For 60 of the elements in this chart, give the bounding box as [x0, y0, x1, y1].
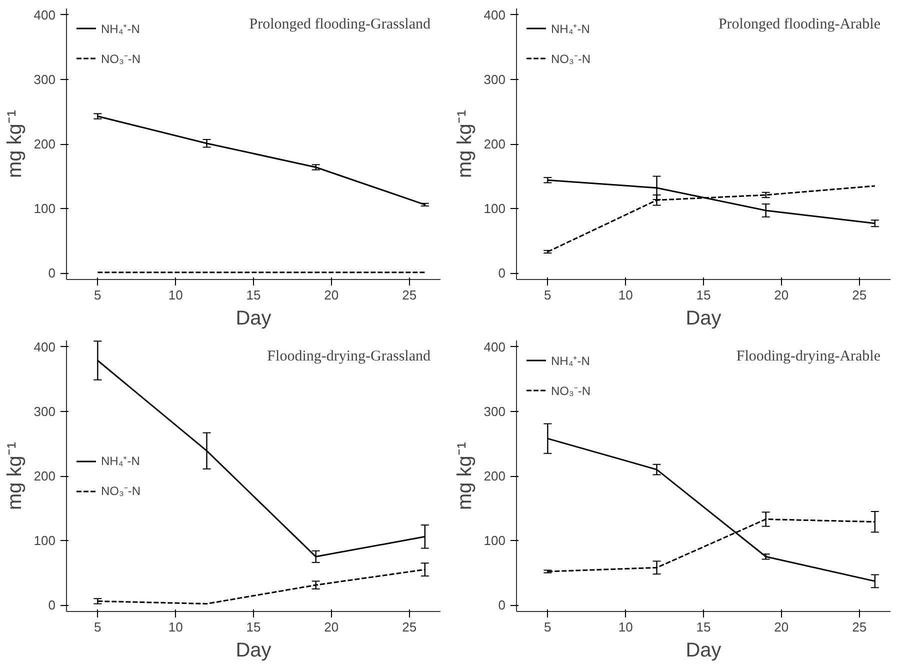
y-axis-title: mg kg⁻¹: [4, 442, 26, 510]
x-tick-label: 15: [696, 620, 711, 634]
y-tick-label: 100: [34, 201, 56, 216]
y-tick-label: 100: [484, 201, 506, 216]
y-tick-label: 200: [484, 136, 506, 152]
legend-label: NO₃⁻-N: [101, 50, 141, 66]
y-tick-label: 0: [498, 598, 506, 613]
x-tick-label: 5: [94, 288, 102, 302]
text: Flooding-drying-Grassland: [267, 348, 431, 364]
y-tick-label: 400: [484, 339, 506, 354]
x-tick-label: 5: [94, 620, 102, 634]
y-axis-title: mg kg⁻¹: [4, 110, 26, 178]
legend-label: NH₄⁺-N: [551, 20, 590, 36]
y-tick-label: 0: [48, 266, 56, 281]
x-axis-title: Day: [236, 308, 272, 330]
y-tick-label: 100: [34, 533, 56, 548]
x-tick-label: 20: [774, 620, 789, 634]
y-tick-label: 100: [484, 533, 506, 548]
y-tick-label: 200: [34, 468, 56, 484]
legend-label: NH₄⁺-N: [101, 453, 140, 469]
x-tick-label: 5: [544, 288, 552, 302]
x-tick-label: 25: [402, 620, 417, 634]
y-tick-label: 300: [484, 72, 506, 87]
y-tick-label: 300: [484, 404, 506, 419]
x-tick-label: 20: [324, 620, 339, 634]
x-tick-label: 25: [852, 620, 867, 634]
legend-label: NH₄⁺-N: [101, 20, 140, 36]
x-tick-label: 25: [852, 288, 867, 302]
x-tick-label: 20: [774, 288, 789, 302]
x-axis-title: Day: [686, 640, 722, 662]
text: Prolonged flooding-Grassland: [249, 16, 431, 32]
x-tick-label: 10: [618, 288, 633, 302]
text: Flooding-drying-Arable: [736, 348, 881, 364]
y-tick-label: 0: [498, 266, 506, 281]
x-tick-label: 15: [696, 288, 711, 302]
y-tick-label: 300: [34, 404, 56, 419]
y-tick-label: 0: [48, 598, 56, 613]
y-tick-label: 400: [34, 339, 56, 354]
y-axis-title: mg kg⁻¹: [454, 110, 476, 178]
y-tick-label: 300: [34, 72, 56, 87]
x-tick-label: 15: [246, 288, 261, 302]
y-axis-title: mg kg⁻¹: [454, 442, 476, 510]
x-axis-title: Day: [236, 640, 272, 662]
x-tick-label: 20: [324, 288, 339, 302]
y-tick-label: 400: [484, 7, 506, 22]
legend-label: NO₃⁻-N: [551, 382, 591, 398]
y-tick-label: 400: [34, 7, 56, 22]
legend-label: NO₃⁻-N: [101, 483, 141, 499]
x-tick-label: 10: [168, 620, 183, 634]
x-tick-label: 10: [618, 620, 633, 634]
legend-label: NO₃⁻-N: [551, 50, 591, 66]
x-axis-title: Day: [686, 308, 722, 330]
text: Prolonged flooding-Arable: [718, 16, 881, 32]
y-tick-label: 200: [484, 468, 506, 484]
x-tick-label: 15: [246, 620, 261, 634]
x-tick-label: 5: [544, 620, 552, 634]
x-tick-label: 25: [402, 288, 417, 302]
legend-label: NH₄⁺-N: [551, 352, 590, 368]
x-tick-label: 10: [168, 288, 183, 302]
y-tick-label: 200: [34, 136, 56, 152]
